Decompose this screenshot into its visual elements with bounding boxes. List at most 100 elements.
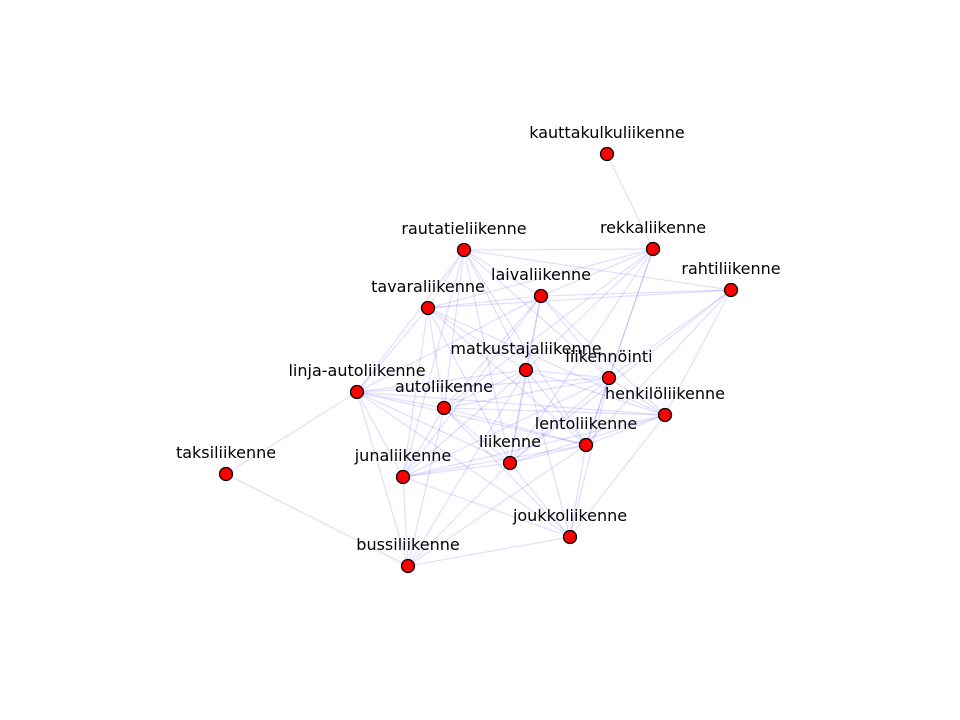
node-label-autoliikenne: autoliikenne: [395, 377, 493, 396]
edge-laivaliikenne-junaliikenne: [402, 295, 542, 478]
node-rautatieliikenne: [456, 242, 472, 258]
edge-rautatieliikenne-matkustajaliikenne: [463, 249, 527, 371]
edge-liikennointi-junaliikenne: [402, 377, 610, 478]
node-matkustajaliikenne: [518, 362, 534, 378]
edge-tavaraliikenne-liikenne: [427, 307, 511, 464]
edge-autoliikenne-lentoliikenne: [443, 407, 587, 446]
node-label-rahtiliikenne: rahtiliikenne: [681, 259, 780, 278]
node-label-liikennointi: liikennöinti: [565, 347, 652, 366]
node-label-henkiloliikenne: henkilöliikenne: [605, 384, 725, 403]
node-label-joukkoliikenne: joukkoliikenne: [512, 506, 627, 525]
edge-matkustajaliikenne-liikenne: [509, 369, 527, 464]
node-junaliikenne: [395, 469, 411, 485]
edge-laivaliikenne-matkustajaliikenne: [525, 295, 542, 371]
edge-rahtiliikenne-henkiloliikenne: [664, 289, 732, 416]
edge-linja-autoliikenne-joukkoliikenne: [356, 391, 571, 538]
edge-liikennointi-lentoliikenne: [585, 377, 610, 446]
edge-laivaliikenne-linja-autoliikenne: [356, 295, 542, 393]
edge-autoliikenne-bussiliikenne: [407, 407, 445, 567]
edge-rautatieliikenne-junaliikenne: [402, 249, 465, 478]
edge-rautatieliikenne-lentoliikenne: [463, 249, 587, 446]
node-layer: [218, 146, 739, 574]
edge-rautatieliikenne-liikennointi: [463, 249, 610, 379]
edge-rekkaliikenne-lentoliikenne: [585, 248, 654, 446]
edge-junaliikenne-bussiliikenne: [402, 476, 409, 567]
label-layer: kauttakulkuliikenne rautatieliikenne rekka…: [176, 123, 781, 554]
edge-liikennointi-autoliikenne: [443, 377, 610, 409]
edge-kauttakulkuliikenne-rekkaliikenne: [606, 153, 654, 250]
edge-rautatieliikenne-liikenne: [463, 249, 511, 464]
edge-linja-autoliikenne-junaliikenne: [356, 391, 404, 478]
edge-linja-autoliikenne-taksiliikenne: [225, 391, 358, 475]
node-joukkoliikenne: [562, 529, 578, 545]
edge-liikennointi-linja-autoliikenne: [356, 377, 610, 393]
node-liikennointi: [601, 370, 617, 386]
edge-liikennointi-henkiloliikenne: [608, 377, 666, 416]
edge-rekkaliikenne-tavaraliikenne: [427, 248, 654, 309]
edge-rahtiliikenne-liikenne: [509, 289, 732, 464]
edge-linja-autoliikenne-autoliikenne: [356, 391, 445, 409]
node-label-taksiliikenne: taksiliikenne: [176, 443, 276, 462]
edge-rekkaliikenne-autoliikenne: [443, 248, 654, 409]
edge-linja-autoliikenne-lentoliikenne: [356, 391, 587, 446]
edge-henkiloliikenne-lentoliikenne: [585, 414, 666, 446]
node-label-liikenne: liikenne: [479, 432, 541, 451]
edge-tavaraliikenne-lentoliikenne: [427, 307, 587, 446]
node-label-junaliikenne: junaliikenne: [354, 446, 452, 465]
edge-autoliikenne-junaliikenne: [402, 407, 445, 478]
edge-rekkaliikenne-laivaliikenne: [540, 248, 654, 297]
edge-tavaraliikenne-matkustajaliikenne: [427, 307, 527, 371]
node-label-kauttakulkuliikenne: kauttakulkuliikenne: [529, 123, 685, 142]
node-laivaliikenne: [533, 288, 549, 304]
edge-rautatieliikenne-linja-autoliikenne: [356, 249, 465, 393]
edge-rautatieliikenne-tavaraliikenne: [427, 249, 465, 309]
edge-junaliikenne-joukkoliikenne: [402, 476, 571, 538]
edge-taksiliikenne-bussiliikenne: [225, 473, 409, 567]
node-label-matkustajaliikenne: matkustajaliikenne: [450, 339, 601, 358]
edge-autoliikenne-henkiloliikenne: [443, 407, 666, 416]
edge-layer: [225, 153, 732, 567]
edge-matkustajaliikenne-joukkoliikenne: [525, 369, 571, 538]
node-label-bussiliikenne: bussiliikenne: [356, 535, 459, 554]
node-lentoliikenne: [578, 437, 594, 453]
node-rahtiliikenne: [723, 282, 739, 298]
node-tavaraliikenne: [420, 300, 436, 316]
edge-tavaraliikenne-henkiloliikenne: [427, 307, 666, 416]
edge-laivaliikenne-tavaraliikenne: [427, 295, 542, 309]
edge-rautatieliikenne-laivaliikenne: [463, 249, 542, 297]
edge-linja-autoliikenne-bussiliikenne: [356, 391, 409, 567]
edge-rekkaliikenne-liikenne: [509, 248, 654, 464]
node-rekkaliikenne: [645, 241, 661, 257]
edge-liikennointi-liikenne: [509, 377, 610, 464]
edge-linja-autoliikenne-liikenne: [356, 391, 511, 464]
edge-matkustajaliikenne-bussiliikenne: [407, 369, 527, 567]
edge-rahtiliikenne-lentoliikenne: [585, 289, 732, 446]
node-label-tavaraliikenne: tavaraliikenne: [371, 277, 485, 296]
edge-linja-autoliikenne-henkiloliikenne: [356, 391, 666, 416]
node-label-lentoliikenne: lentoliikenne: [535, 414, 638, 433]
edge-rautatieliikenne-rekkaliikenne: [463, 248, 654, 251]
edge-autoliikenne-joukkoliikenne: [443, 407, 571, 538]
edge-tavaraliikenne-autoliikenne: [427, 307, 445, 409]
node-label-rekkaliikenne: rekkaliikenne: [600, 218, 706, 237]
node-label-rautatieliikenne: rautatieliikenne: [401, 219, 526, 238]
edge-lentoliikenne-joukkoliikenne: [569, 444, 587, 538]
edge-rahtiliikenne-tavaraliikenne: [427, 289, 732, 309]
edge-liikenne-junaliikenne: [402, 462, 511, 478]
edge-matkustajaliikenne-henkiloliikenne: [525, 369, 666, 416]
edge-joukkoliikenne-bussiliikenne: [407, 536, 571, 567]
edge-matkustajaliikenne-autoliikenne: [443, 369, 527, 409]
edge-rahtiliikenne-liikennointi: [608, 289, 732, 379]
node-kauttakulkuliikenne: [599, 146, 615, 162]
node-liikenne: [502, 455, 518, 471]
edge-rautatieliikenne-autoliikenne: [443, 249, 465, 409]
edge-rautatieliikenne-rahtiliikenne: [463, 249, 732, 291]
edge-laivaliikenne-henkiloliikenne: [540, 295, 666, 416]
node-henkiloliikenne: [657, 407, 673, 423]
edge-matkustajaliikenne-linja-autoliikenne: [356, 369, 527, 393]
node-taksiliikenne: [218, 466, 234, 482]
edge-henkiloliikenne-joukkoliikenne: [569, 414, 666, 538]
edge-lentoliikenne-junaliikenne: [402, 444, 587, 478]
edge-tavaraliikenne-linja-autoliikenne: [356, 307, 429, 393]
